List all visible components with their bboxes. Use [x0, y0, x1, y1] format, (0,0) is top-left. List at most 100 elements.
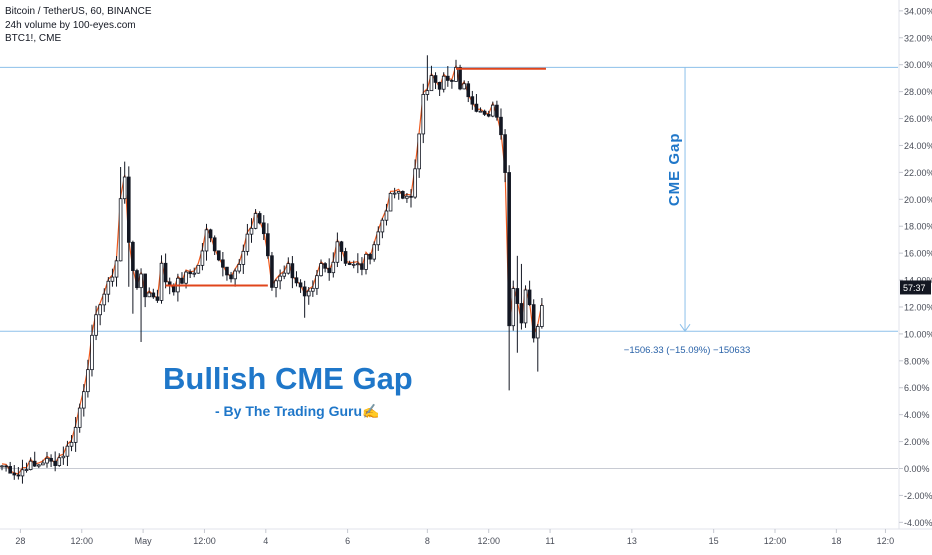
candle	[261, 215, 266, 241]
candle	[511, 280, 516, 331]
candle	[196, 264, 201, 274]
candle	[331, 252, 336, 278]
candle	[278, 269, 282, 290]
candle	[106, 277, 111, 303]
candle	[441, 72, 446, 93]
candle	[200, 242, 205, 271]
price-axis-label: 28.00%	[904, 87, 932, 97]
candle-body	[45, 457, 49, 464]
candle-body	[392, 192, 397, 195]
candle-body	[98, 304, 102, 316]
candle-body	[507, 172, 511, 327]
candle-body	[37, 464, 41, 467]
candle	[94, 305, 98, 341]
candle-body	[356, 263, 360, 266]
candle	[315, 270, 319, 295]
candle-body	[368, 253, 372, 260]
candle-body	[147, 292, 152, 298]
candle	[294, 271, 299, 287]
candle-body	[298, 282, 303, 288]
time-axis-label: 8	[425, 536, 430, 546]
candle	[327, 258, 331, 281]
candle-body	[241, 250, 246, 265]
candle	[274, 279, 278, 298]
candle	[4, 464, 8, 472]
candle-body	[57, 457, 62, 466]
candle-body	[261, 222, 266, 235]
candle-body	[180, 277, 184, 284]
candle-body	[41, 462, 45, 466]
candle	[462, 80, 466, 90]
candle-body	[106, 280, 111, 295]
candle-body	[482, 110, 487, 115]
candle-body	[515, 288, 520, 304]
candle	[225, 266, 229, 281]
candle	[531, 299, 536, 343]
candle-body	[470, 96, 475, 105]
price-axis-label: 0.00%	[904, 464, 930, 474]
legend-symbol[interactable]: Bitcoin / TetherUS, 60, BINANCE	[5, 6, 152, 17]
candle-body	[24, 469, 29, 471]
candle-body	[486, 113, 491, 117]
price-axis-label: 32.00%	[904, 33, 932, 43]
time-axis-label: 18	[831, 536, 841, 546]
byline-text: - By The Trading Guru✍	[215, 403, 379, 419]
candle	[253, 209, 258, 230]
legend-compare-symbol[interactable]: BTC1!, CME	[5, 33, 62, 44]
candle-body	[237, 264, 242, 272]
candle	[122, 161, 127, 204]
candle	[131, 240, 135, 314]
candle-body	[527, 289, 532, 306]
candle-body	[212, 237, 217, 252]
candle-body	[331, 261, 336, 274]
legend-volume-indicator[interactable]: 24h volume by 100-eyes.com	[5, 19, 136, 31]
candle-body	[94, 314, 98, 336]
candle-body	[384, 210, 389, 221]
candle	[343, 247, 348, 266]
candle	[176, 273, 180, 302]
chart-legend[interactable]: Bitcoin / TetherUS, 60, BINANCE 24h volu…	[5, 5, 152, 46]
candle	[61, 446, 66, 465]
candle-body	[102, 293, 107, 306]
candle-body	[540, 305, 544, 327]
candle	[351, 260, 356, 269]
candle	[49, 454, 53, 468]
candle	[454, 59, 458, 82]
candle-body	[114, 260, 119, 278]
price-axis-label: -4.00%	[904, 518, 932, 528]
time-axis-label: 6	[345, 536, 350, 546]
candle	[540, 298, 544, 329]
candle-body	[495, 104, 499, 118]
candle	[503, 129, 507, 183]
candle-body	[454, 67, 458, 82]
candle-body	[200, 250, 205, 266]
candle	[73, 416, 78, 452]
candle	[102, 288, 107, 312]
candle	[499, 108, 503, 140]
candle	[208, 228, 213, 243]
candle-body	[306, 290, 311, 297]
candle	[65, 440, 70, 466]
candle	[155, 289, 160, 303]
candle-body	[229, 274, 233, 280]
candle-body	[249, 227, 254, 235]
candle-body	[49, 457, 53, 462]
candle	[28, 457, 33, 471]
candle	[212, 235, 217, 256]
candle	[139, 268, 143, 342]
candle	[143, 273, 147, 308]
time-axis-label: 12:00	[764, 536, 787, 546]
candle	[188, 269, 192, 279]
candle-body	[474, 103, 479, 112]
candle-body	[409, 195, 413, 198]
candle-body	[53, 460, 57, 466]
candle	[163, 253, 168, 289]
candle-body	[323, 263, 327, 269]
candle-body	[225, 266, 229, 276]
candle-body	[16, 474, 21, 477]
candle-body	[376, 231, 381, 246]
candle	[474, 93, 479, 113]
price-axis-label: 8.00%	[904, 356, 930, 366]
candle-body	[413, 168, 417, 198]
